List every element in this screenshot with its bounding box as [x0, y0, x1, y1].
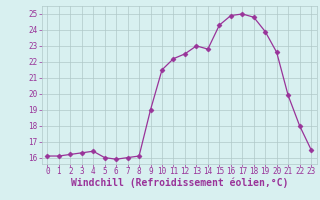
X-axis label: Windchill (Refroidissement éolien,°C): Windchill (Refroidissement éolien,°C)	[70, 178, 288, 188]
